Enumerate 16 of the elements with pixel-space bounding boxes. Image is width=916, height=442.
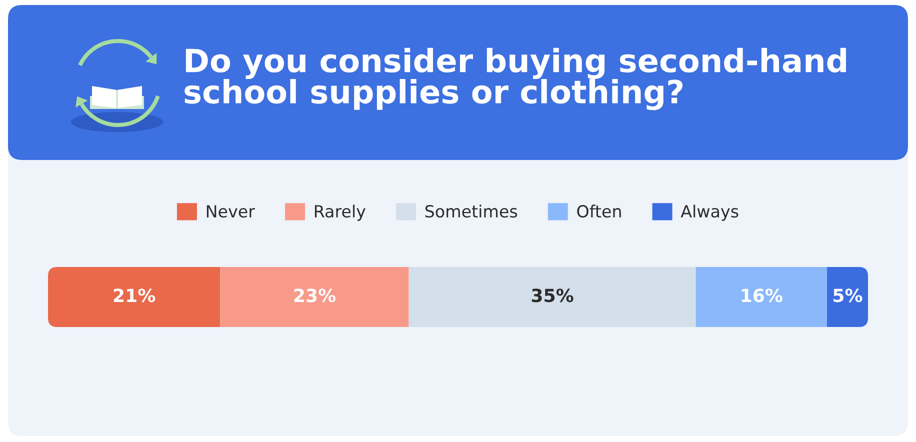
data-label: 23%	[294, 288, 336, 302]
legend-label: Never	[206, 205, 255, 218]
data-label: 5%	[834, 288, 862, 302]
chart-title: Do you consider buying second-hand school supplies or clothing?	[184, 48, 846, 110]
bar	[220, 267, 409, 327]
bar	[696, 267, 827, 327]
data-label: 16%	[742, 288, 782, 302]
bar	[827, 267, 868, 327]
bar	[408, 267, 696, 327]
legend-label: Always	[680, 204, 738, 221]
legend-label: Sometimes	[425, 204, 518, 218]
data-label: 35%	[532, 288, 574, 302]
bar	[48, 267, 220, 327]
legend-label: Rarely	[314, 204, 366, 221]
legend-label: Often	[577, 204, 621, 218]
data-label: 21%	[114, 288, 156, 302]
